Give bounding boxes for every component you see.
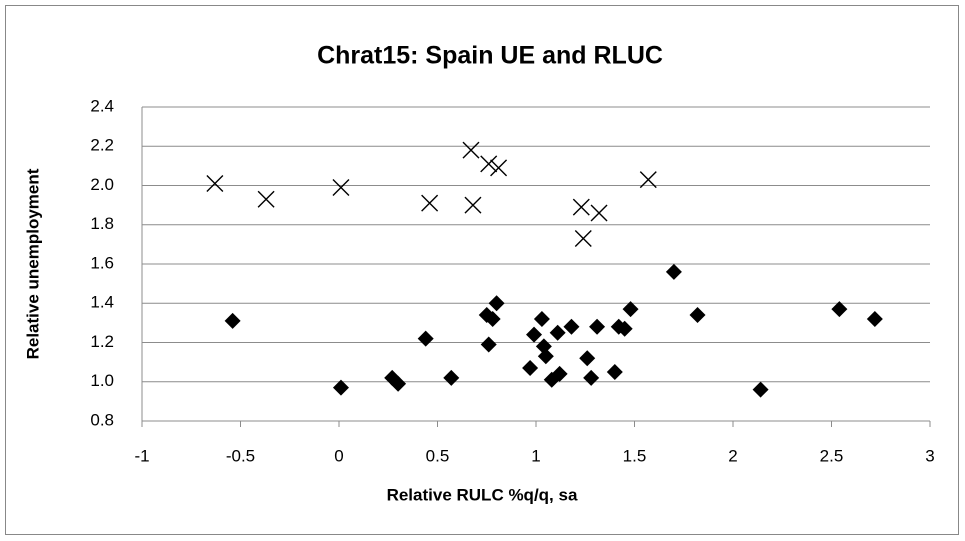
y-tick-label: 2.4 bbox=[90, 96, 114, 115]
point bbox=[551, 365, 568, 382]
point bbox=[257, 190, 275, 208]
x-axis-title: Relative RULC %q/q, sa bbox=[387, 485, 578, 504]
point bbox=[579, 350, 596, 367]
y-tick-label: 2.0 bbox=[90, 175, 114, 194]
point bbox=[484, 310, 501, 327]
y-tick-label: 1.4 bbox=[90, 293, 114, 312]
y-axis-title: Relative unemployment bbox=[23, 168, 42, 359]
point bbox=[639, 171, 657, 189]
x-tick-label: 1 bbox=[531, 446, 540, 465]
x-tick-label: -1 bbox=[134, 446, 149, 465]
point bbox=[616, 320, 633, 337]
y-tick-label: 1.6 bbox=[90, 253, 114, 272]
y-tick-label: 1.2 bbox=[90, 332, 114, 351]
x-tick-label: 2 bbox=[728, 446, 737, 465]
point bbox=[417, 330, 434, 347]
point bbox=[866, 310, 883, 327]
point bbox=[563, 318, 580, 335]
point bbox=[522, 360, 539, 377]
y-tick-label: 0.8 bbox=[90, 410, 114, 429]
point bbox=[622, 301, 639, 318]
point bbox=[665, 263, 682, 280]
point bbox=[464, 196, 482, 214]
x-tick-label: 2.5 bbox=[820, 446, 844, 465]
x-tick-label: 0 bbox=[334, 446, 343, 465]
point bbox=[224, 312, 241, 329]
point bbox=[206, 175, 224, 193]
point bbox=[572, 198, 590, 216]
point bbox=[490, 159, 508, 177]
point bbox=[537, 348, 554, 365]
point bbox=[689, 307, 706, 324]
x-tick-label: 3 bbox=[925, 446, 934, 465]
chart-border bbox=[5, 5, 959, 535]
point bbox=[421, 194, 439, 212]
point bbox=[533, 310, 550, 327]
point bbox=[390, 375, 407, 392]
point bbox=[462, 141, 480, 159]
point bbox=[480, 155, 498, 173]
point bbox=[549, 324, 566, 341]
point bbox=[488, 295, 505, 312]
y-tick-label: 1.8 bbox=[90, 214, 114, 233]
point bbox=[480, 336, 497, 353]
chart-title: Chrat15: Spain UE and RLUC bbox=[317, 42, 663, 70]
x-tick-label: 0.5 bbox=[426, 446, 450, 465]
point bbox=[332, 178, 350, 196]
point bbox=[332, 379, 349, 396]
y-tick-label: 2.2 bbox=[90, 136, 114, 155]
point bbox=[443, 369, 460, 386]
point bbox=[574, 229, 592, 247]
point bbox=[583, 369, 600, 386]
point bbox=[752, 381, 769, 398]
point bbox=[590, 204, 608, 222]
x-tick-label: -0.5 bbox=[226, 446, 255, 465]
point bbox=[526, 326, 543, 343]
point bbox=[589, 318, 606, 335]
x-tick-label: 1.5 bbox=[623, 446, 647, 465]
point bbox=[831, 301, 848, 318]
point bbox=[606, 363, 623, 380]
y-tick-label: 1.0 bbox=[90, 371, 114, 390]
